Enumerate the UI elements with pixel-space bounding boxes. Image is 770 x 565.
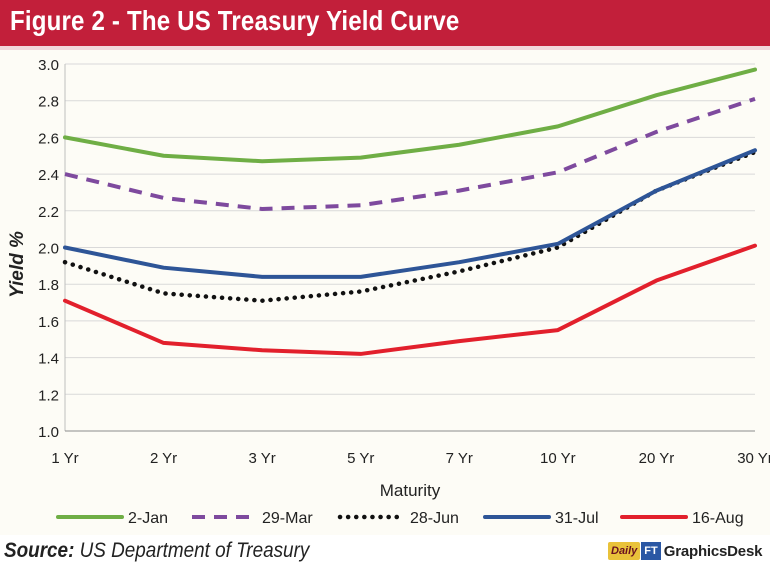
series-line-31-jul [63,148,757,279]
legend-label-2-jan: 2-Jan [128,510,168,527]
y-tick-label: 1.0 [38,424,59,441]
y-tick-label: 2.4 [38,167,59,184]
x-axis-title: Maturity [380,481,441,500]
y-axis-title: Yield % [7,231,28,298]
x-tick-label: 2 Yr [150,450,177,467]
legend-label-28-jun: 28-Jun [410,510,459,527]
x-tick-label: 30 Yr [737,450,770,467]
series-line-16-aug [63,243,757,356]
source-value: US Department of Treasury [79,539,310,562]
y-tick-label: 2.8 [38,94,59,111]
source-label: Source: [4,539,75,562]
x-tick-label: 10 Yr [540,450,576,467]
y-tick-label: 1.4 [38,351,59,368]
brand-name: GraphicsDesk [663,542,763,560]
y-tick-label: 1.6 [38,314,59,331]
legend-label-16-aug: 16-Aug [692,510,744,527]
chart-footer: Source: US Department of Treasury Daily … [0,535,770,565]
y-tick-label: 2.2 [38,204,59,221]
y-tick-label: 2.6 [38,130,59,147]
brand-badge-ft: FT [641,542,661,560]
brand-badge: Daily [608,542,641,560]
legend-label-29-mar: 29-Mar [262,510,313,527]
legend-label-31-jul: 31-Jul [555,510,599,527]
chart-area: 1.0 1.2 1.4 1.6 1.8 2.0 2.2 2.4 2.6 2.8 3.0 1 Yr 2 Y… [0,50,770,535]
yield-curve-chart: 1.0 1.2 1.4 1.6 1.8 2.0 2.2 2.4 2.6 2.8 3.0 1 Yr 2 Y… [38,57,770,527]
header-divider [0,46,770,50]
chart-title: Figure 2 - The US Treasury Yield Curve [10,5,460,36]
chart-header: Figure 2 - The US Treasury Yield Curve [0,0,770,46]
y-tick-label: 1.2 [38,387,59,404]
series-line-2-jan [63,67,757,164]
x-tick-label: 5 Yr [347,450,374,467]
series-line-29-mar [64,96,756,211]
x-tick-label: 7 Yr [446,450,473,467]
x-tick-label: 3 Yr [249,450,276,467]
y-tick-label: 1.8 [38,277,59,294]
source-note: Source: US Department of Treasury [4,539,309,563]
x-tick-label: 20 Yr [639,450,675,467]
x-tick-label: 1 Yr [51,450,78,467]
y-tick-label: 3.0 [38,57,59,74]
y-tick-label: 2.0 [38,241,59,258]
brand-logo: Daily FT GraphicsDesk [608,541,762,561]
